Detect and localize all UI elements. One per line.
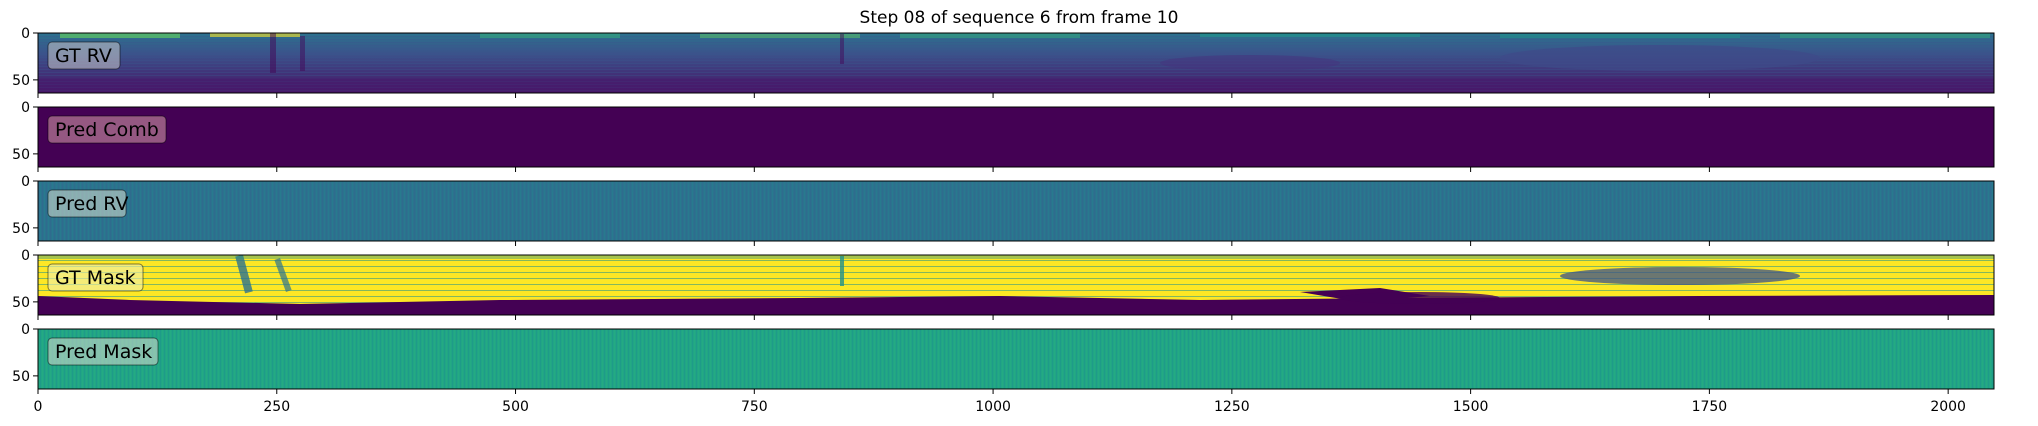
panel-pred-comb: Pred Comb (37, 106, 1995, 168)
gt-rv-texture (38, 33, 1994, 93)
panel-gt-rv: GT RV (37, 32, 1995, 94)
y-tick-label: 50 (12, 73, 30, 89)
frame-gt-mask (37, 254, 1995, 316)
x-tick-label: 1250 (1214, 399, 1250, 415)
y-tick-label: 0 (21, 100, 30, 116)
y-tick-label: 50 (12, 295, 30, 311)
heatmap-pred-mask (38, 329, 1994, 389)
figure-title: Step 08 of sequence 6 from frame 10 (860, 8, 1179, 28)
panel-pred-rv: Pred RV (37, 180, 1995, 242)
frame-pred-comb (37, 106, 1995, 168)
x-tick-label: 1500 (1453, 399, 1489, 415)
y-tick-label: 50 (12, 221, 30, 237)
label-box-gt-mask: GT Mask (47, 263, 144, 292)
x-tick-label: 750 (741, 399, 768, 415)
frame-pred-mask (37, 328, 1995, 390)
y-tick-label: 50 (12, 147, 30, 163)
y-tick-label: 0 (21, 322, 30, 338)
panel-pred-mask: Pred Mask (37, 328, 1995, 390)
panel-label-pred-comb: Pred Comb (55, 119, 159, 141)
x-tick-label: 1000 (975, 399, 1011, 415)
y-tick-label: 0 (21, 248, 30, 264)
gt-mask-texture (38, 255, 1994, 315)
x-tick-label: 0 (34, 399, 43, 415)
panel-gt-mask: GT Mask (37, 254, 1995, 316)
label-box-pred-comb: Pred Comb (47, 115, 167, 144)
y-tick-label: 50 (12, 369, 30, 385)
panel-label-gt-mask: GT Mask (55, 267, 136, 289)
x-tick-label: 1750 (1692, 399, 1728, 415)
label-box-pred-mask: Pred Mask (47, 337, 159, 366)
x-tick-label: 250 (263, 399, 290, 415)
frame-pred-rv (37, 180, 1995, 242)
panel-label-gt-rv: GT RV (55, 45, 112, 67)
label-box-gt-rv: GT RV (47, 41, 121, 70)
heatmap-pred-comb (38, 107, 1994, 167)
x-tick-label: 2000 (1930, 399, 1966, 415)
y-tick-label: 0 (21, 174, 30, 190)
frame-gt-rv (37, 32, 1995, 94)
x-tick-label: 500 (502, 399, 529, 415)
panel-label-pred-rv: Pred RV (55, 193, 128, 215)
label-box-pred-rv: Pred RV (47, 189, 128, 218)
panel-label-pred-mask: Pred Mask (55, 341, 152, 363)
y-tick-label: 0 (21, 26, 30, 42)
